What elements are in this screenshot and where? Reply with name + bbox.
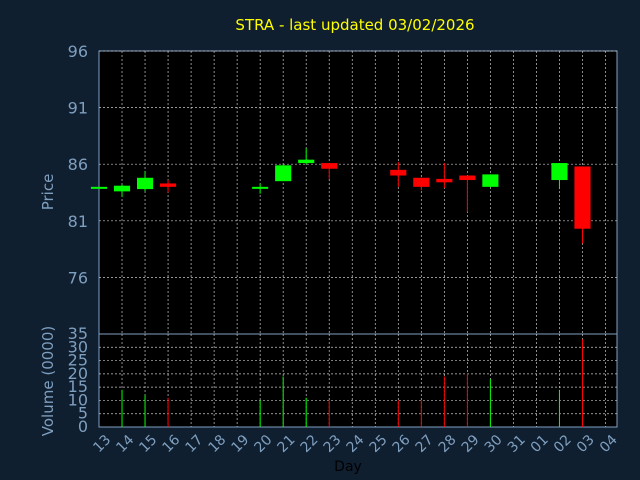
candle-body xyxy=(436,178,453,183)
x-tick-label: 17 xyxy=(182,432,206,456)
x-tick-label: 19 xyxy=(229,432,253,456)
candle-body xyxy=(113,185,131,192)
price-panel xyxy=(98,50,618,335)
price-tick-label: 81 xyxy=(68,212,88,231)
x-tick-label: 21 xyxy=(275,432,299,456)
x-tick-label: 20 xyxy=(252,432,276,456)
x-tick-label: 15 xyxy=(136,432,160,456)
candle-body xyxy=(574,166,591,229)
volume-tick-label: 15 xyxy=(68,377,88,396)
volume-tick-label: 0 xyxy=(78,417,88,436)
x-axis-label: Day xyxy=(334,459,362,475)
price-axis-label: Price xyxy=(39,174,57,211)
price-tick-label: 76 xyxy=(68,268,88,287)
x-tick-label: 03 xyxy=(574,432,598,456)
price-tick-label: 91 xyxy=(68,99,88,118)
x-tick-label: 02 xyxy=(551,432,575,456)
candle-body xyxy=(136,177,154,190)
volume-tick-label: 5 xyxy=(78,404,88,423)
x-tick-label: 13 xyxy=(90,432,114,456)
x-tick-label: 14 xyxy=(113,432,137,456)
candle-body xyxy=(252,186,269,189)
candle-body xyxy=(551,163,568,181)
candle-body xyxy=(390,169,407,176)
x-tick-label: 28 xyxy=(436,432,460,456)
candle-body xyxy=(160,183,177,187)
candle-body xyxy=(90,186,108,189)
candle-body xyxy=(275,165,292,182)
price-tick-label: 86 xyxy=(68,155,88,174)
candle-body xyxy=(459,175,476,181)
volume-tick-label: 35 xyxy=(68,324,88,343)
volume-bars xyxy=(121,339,583,427)
price-tick-label: 96 xyxy=(68,42,88,61)
volume-tick-label: 25 xyxy=(68,351,88,370)
volume-tick-label: 10 xyxy=(68,390,88,409)
volume-tick-label: 30 xyxy=(68,337,88,356)
volume-axis-label: Volume (0000) xyxy=(39,326,57,436)
candles xyxy=(90,148,591,244)
x-tick-label: 23 xyxy=(321,432,345,456)
x-tick-label: 26 xyxy=(390,432,414,456)
x-tick-label: 18 xyxy=(206,432,230,456)
chart-title: STRA - last updated 03/02/2026 xyxy=(235,16,474,34)
x-tick-label: 27 xyxy=(413,432,437,456)
candle-body xyxy=(482,174,499,187)
x-tick-label: 16 xyxy=(159,432,183,456)
x-tick-label: 04 xyxy=(597,432,621,456)
x-tick-label: 24 xyxy=(344,432,368,456)
candle-body xyxy=(321,163,338,169)
x-tick-label: 22 xyxy=(298,432,322,456)
x-tick-label: 29 xyxy=(459,432,483,456)
candle-body xyxy=(298,159,315,164)
price-axis: 96 91 86 81 76 xyxy=(68,42,88,287)
x-tick-label: 01 xyxy=(528,432,552,456)
candle-body xyxy=(413,177,430,187)
x-tick-label: 31 xyxy=(505,432,529,456)
volume-panel xyxy=(98,333,618,428)
x-tick-label: 25 xyxy=(367,432,391,456)
volume-tick-label: 20 xyxy=(68,364,88,383)
x-tick-label: 30 xyxy=(482,432,506,456)
x-axis: 13 14 15 16 17 18 19 20 21 22 23 24 25 26 27 28 29 30 31 01… xyxy=(90,432,620,456)
